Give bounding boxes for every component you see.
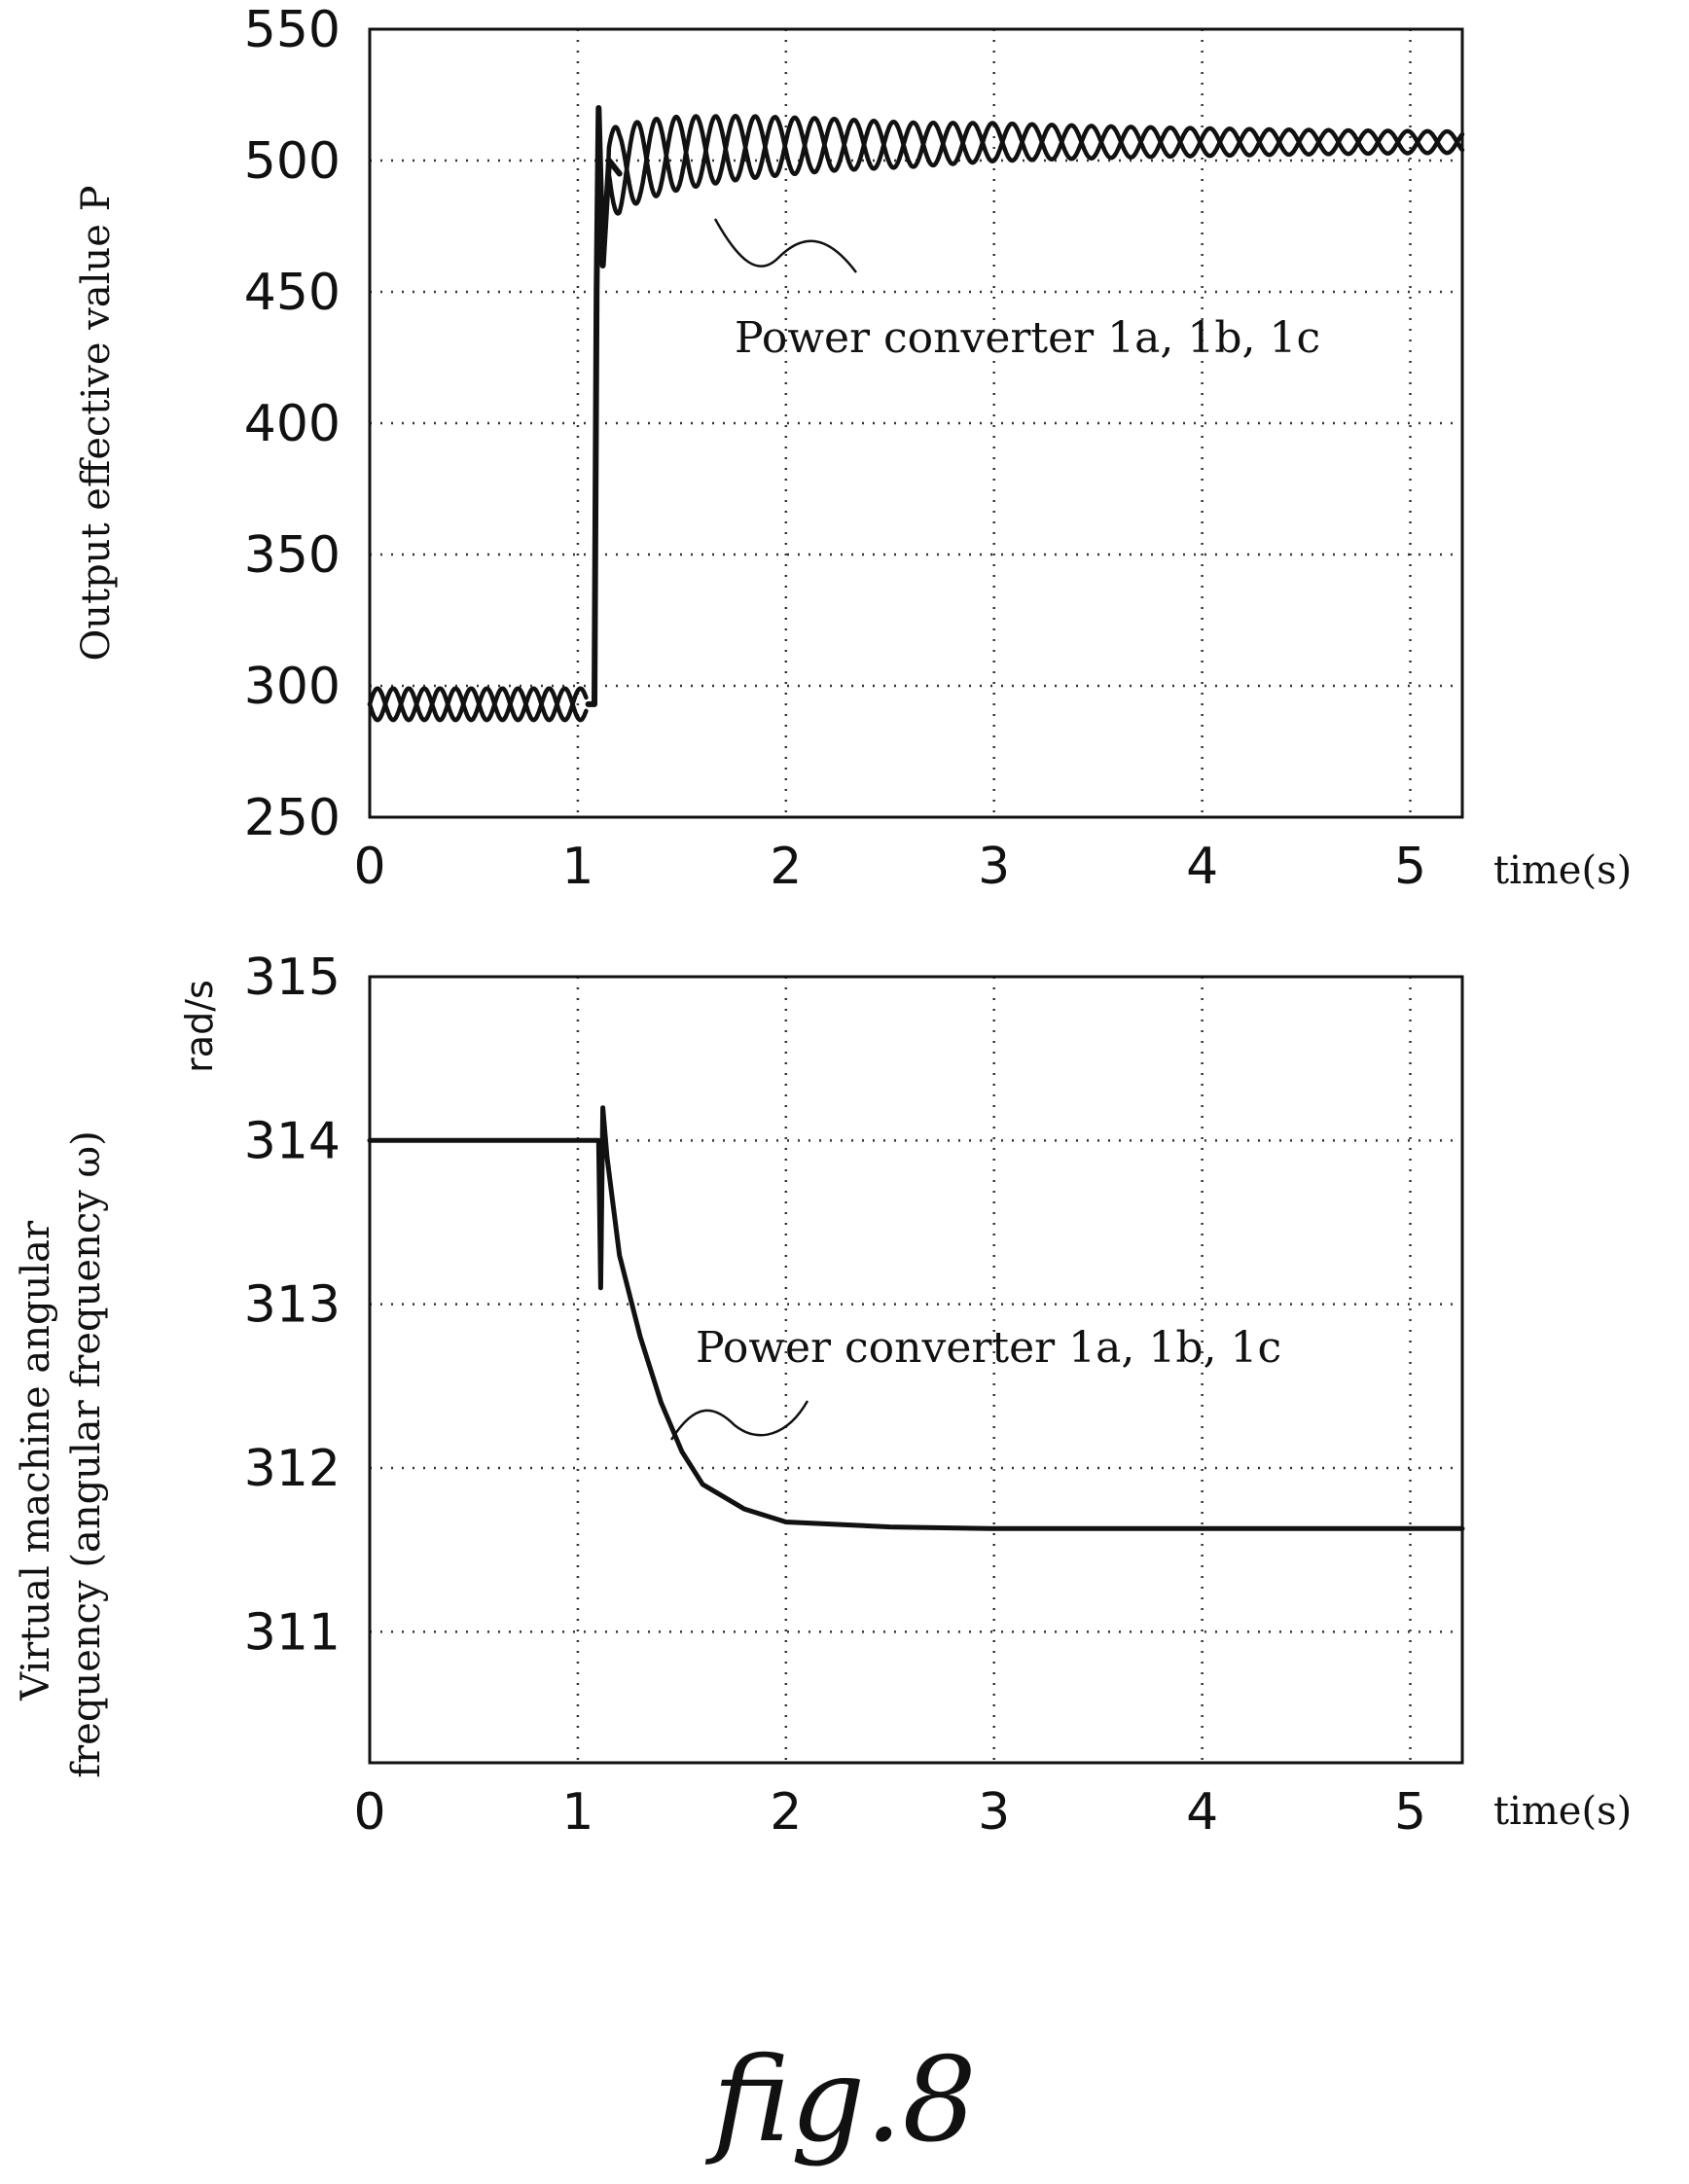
series-trace: [367, 114, 1465, 723]
x-tick-label: 5: [1394, 838, 1426, 896]
x-tick-label: 2: [770, 838, 802, 896]
x-tick-label: 5: [1394, 1783, 1426, 1842]
x-tick-label: 4: [1186, 838, 1218, 896]
x-tick-labels: 0 1 2 3 4 5: [353, 838, 1426, 896]
y-axis-label: Virtual machine angular frequency (angul…: [14, 1130, 109, 1778]
y-tick-label: 300: [244, 658, 341, 716]
y-tick-label: 314: [244, 1112, 341, 1170]
y-tick-label: 312: [244, 1440, 341, 1498]
y-tick-label: 400: [244, 395, 341, 453]
series-annotation: Power converter 1a, 1b, 1c: [696, 1323, 1281, 1373]
chart-output-effective-value: 550 500 450 400 350 300 250 0 1 2 3 4 5 Output effe…: [74, 1, 1632, 896]
x-tick-label: 0: [353, 1783, 385, 1842]
y-tick-label: 550: [244, 1, 341, 59]
x-tick-label: 3: [978, 838, 1010, 896]
x-tick-label: 4: [1186, 1783, 1218, 1842]
series-trace: [367, 114, 1465, 723]
x-axis-label: time(s): [1493, 848, 1632, 893]
x-axis-label: time(s): [1493, 1789, 1632, 1834]
y-tick-label: 315: [244, 949, 341, 1007]
x-tick-label: 3: [978, 1783, 1010, 1842]
x-tick-label: 1: [561, 1783, 593, 1842]
plot-frame: [368, 975, 1464, 1765]
y-axis-unit: rad/s: [178, 980, 221, 1073]
series-line: [367, 1105, 1465, 1531]
y-tick-label: 450: [244, 264, 341, 322]
x-tick-label: 1: [561, 838, 593, 896]
chart-series-group: [367, 105, 1465, 723]
y-tick-labels: 550 500 450 400 350 300 250: [244, 1, 341, 847]
plot-frame: [368, 27, 1464, 819]
y-axis-label-line2: frequency (angular frequency ω): [64, 1130, 109, 1778]
y-tick-label: 311: [244, 1603, 341, 1662]
chart-series-group: [367, 1105, 1465, 1531]
y-tick-labels: 315 314 313 312 311: [244, 949, 341, 1662]
x-tick-label: 2: [770, 1783, 802, 1842]
annotation-leader-line: [669, 1400, 809, 1441]
x-tick-labels: 0 1 2 3 4 5: [353, 1783, 1426, 1842]
y-tick-label: 313: [244, 1276, 341, 1335]
y-axis-label-line1: Virtual machine angular: [14, 1220, 58, 1701]
x-tick-label: 0: [353, 838, 385, 896]
figure-caption: fig.8: [704, 2033, 976, 2168]
chart-angular-frequency: 315 314 313 312 311 0 1 2 3 4 5 rad/s Virtual mac…: [14, 949, 1632, 1842]
y-tick-label: 500: [244, 132, 341, 191]
annotation-leader-line: [713, 218, 857, 273]
series-transient: [585, 105, 623, 707]
series-annotation: Power converter 1a, 1b, 1c: [735, 313, 1320, 363]
y-tick-label: 350: [244, 526, 341, 585]
chart-grid: [370, 29, 1462, 817]
y-axis-label: Output effective value P: [74, 185, 119, 661]
y-tick-label: 250: [244, 789, 341, 847]
